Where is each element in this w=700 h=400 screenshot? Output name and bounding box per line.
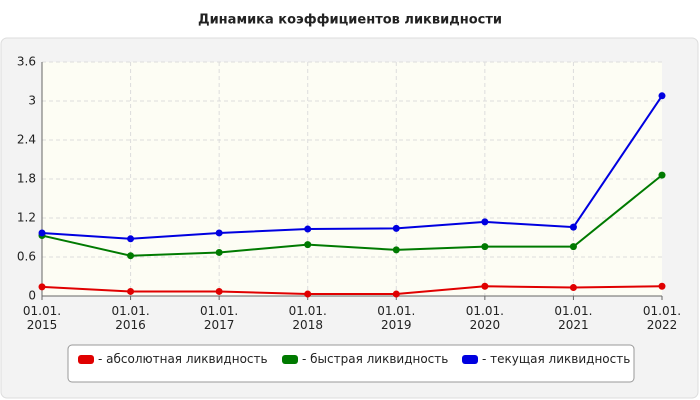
data-point: [304, 241, 312, 249]
data-point: [658, 282, 666, 290]
y-tick-label: 0.6: [17, 250, 36, 264]
legend-entry: - быстрая ликвидность: [282, 352, 448, 366]
series-line: [41, 95, 663, 240]
legend-label: - быстрая ликвидность: [302, 352, 449, 366]
data-point: [215, 287, 223, 295]
data-point: [127, 235, 135, 243]
y-tick-label: 2.4: [17, 133, 36, 147]
x-tick-label: 01.01. 2021: [554, 304, 593, 332]
legend-label: - абсолютная ликвидность: [98, 352, 268, 366]
data-point: [215, 229, 223, 237]
data-point: [569, 243, 577, 251]
y-tick-label: 1.2: [17, 211, 36, 225]
x-tick-label: 01.01. 2022: [642, 304, 682, 332]
series-line: [41, 174, 663, 257]
legend-box: [67, 344, 635, 383]
data-point: [481, 218, 489, 226]
data-point: [392, 290, 400, 298]
data-point: [658, 171, 666, 179]
legend-swatch: [282, 355, 298, 364]
y-tick-label: 3: [28, 94, 36, 108]
data-point: [38, 283, 46, 291]
x-tick-label: 01.01. 2017: [200, 304, 239, 332]
data-point: [569, 284, 577, 292]
legend-entry: - текущая ликвидность: [462, 352, 630, 366]
x-tick-label: 01.01. 2020: [465, 304, 504, 332]
data-point: [481, 243, 489, 251]
chart-title: Динамика коэффициентов ликвидности: [198, 13, 502, 28]
data-point: [127, 252, 135, 260]
y-tick-label: 0: [28, 289, 36, 303]
data-point: [304, 290, 312, 298]
data-point: [304, 225, 312, 233]
data-point: [658, 92, 666, 100]
x-tick-label: 01.01. 2019: [377, 304, 416, 332]
data-point: [392, 224, 400, 232]
data-point: [127, 287, 135, 295]
y-tick-label: 1.8: [17, 172, 36, 186]
legend-entry: - абсолютная ликвидность: [78, 352, 268, 366]
x-tick-label: 01.01. 2015: [22, 304, 62, 332]
x-tick-label: 01.01. 2018: [288, 304, 327, 332]
data-point: [392, 246, 400, 254]
data-point: [481, 282, 489, 290]
y-tick-label: 3.6: [17, 55, 36, 69]
data-point: [569, 223, 577, 231]
data-point: [38, 229, 46, 237]
legend-swatch: [462, 355, 478, 364]
series-line: [41, 285, 663, 296]
x-tick-label: 01.01. 2016: [111, 304, 150, 332]
data-point: [215, 248, 223, 256]
legend-swatch: [78, 355, 94, 364]
legend-label: - текущая ликвидность: [482, 352, 631, 366]
